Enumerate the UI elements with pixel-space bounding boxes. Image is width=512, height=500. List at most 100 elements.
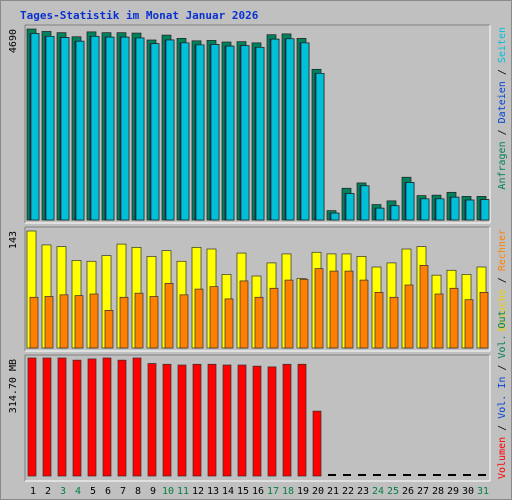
rechner-bar-16	[254, 296, 264, 349]
rechner-bar-11	[179, 294, 189, 349]
seiten-bar-12	[195, 44, 205, 221]
x-tick-label-11: 11	[177, 486, 189, 497]
volumen-bar-13	[207, 363, 217, 477]
volumen-bar-20	[312, 410, 322, 477]
rechner-bar-19	[299, 278, 309, 349]
volumen-bar-25	[388, 474, 396, 476]
volumen-bar-4	[72, 359, 82, 477]
rechner-bar-14	[224, 298, 234, 349]
volumen-bar-12	[192, 363, 202, 477]
seiten-bar-22	[345, 193, 355, 221]
rechner-bar-5	[89, 293, 99, 349]
seiten-bar-28	[435, 198, 445, 221]
rechner-bar-4	[74, 295, 84, 349]
x-tick-label-8: 8	[135, 486, 141, 497]
volumen-bar-21	[328, 474, 336, 476]
seiten-bar-19	[300, 42, 310, 221]
rechner-bar-2	[44, 296, 54, 349]
legend-separator: /	[497, 418, 508, 437]
seiten-bar-8	[135, 37, 145, 221]
volumen-bar-1	[27, 357, 37, 477]
volumen-bar-19	[297, 363, 307, 477]
volumen-bar-18	[282, 363, 292, 477]
rechner-bar-7	[119, 296, 129, 349]
seiten-bar-10	[165, 39, 175, 221]
volumen-bar-9	[147, 363, 157, 477]
seiten-bar-5	[90, 35, 100, 221]
legend-separator: /	[497, 123, 508, 142]
rechner-bar-10	[164, 283, 174, 349]
x-tick-label-21: 21	[327, 486, 339, 497]
x-tick-label-2: 2	[45, 486, 51, 497]
panel-1-ylabel: 4690	[8, 29, 19, 53]
seiten-bar-20	[315, 73, 325, 221]
seiten-bar-27	[420, 198, 430, 221]
x-tick-label-17: 17	[267, 486, 279, 497]
rechner-bar-20	[314, 268, 324, 349]
seiten-bar-17	[270, 38, 280, 221]
volumen-bar-15	[237, 364, 247, 477]
volumen-bar-26	[403, 474, 411, 476]
rechner-bar-23	[359, 279, 369, 349]
x-tick-label-28: 28	[432, 486, 444, 497]
rechner-bar-22	[344, 270, 354, 349]
right-legend: Anfragen / Dateien / Seiten Besuche / Rec…	[495, 27, 510, 481]
volumen-bar-23	[358, 474, 366, 476]
seiten-bar-31	[480, 199, 490, 221]
x-tick-label-30: 30	[462, 486, 474, 497]
seiten-bar-24	[375, 207, 385, 221]
seiten-bar-2	[45, 35, 55, 221]
x-tick-label-4: 4	[75, 486, 81, 497]
seiten-bar-26	[405, 182, 415, 221]
legend-item-rechner: Rechner	[497, 229, 508, 272]
x-tick-label-27: 27	[417, 486, 429, 497]
volumen-bar-3	[57, 357, 67, 477]
rechner-bar-13	[209, 286, 219, 349]
volumen-bar-11	[177, 364, 187, 477]
volumen-bar-16	[252, 365, 262, 477]
legend-item-volumen: Volumen	[497, 436, 508, 479]
seiten-bar-1	[30, 33, 40, 221]
rechner-bar-25	[389, 296, 399, 349]
volumen-bar-30	[463, 474, 471, 476]
chart-title: Tages-Statistik im Monat Januar 2026	[20, 9, 259, 22]
x-tick-label-26: 26	[402, 486, 414, 497]
legend-item-vol-out: Vol. Out	[497, 310, 508, 359]
seiten-bar-16	[255, 46, 265, 221]
x-tick-label-23: 23	[357, 486, 369, 497]
volumen-bar-2	[42, 357, 52, 477]
seiten-bar-11	[180, 42, 190, 221]
legend-separator: /	[497, 271, 508, 290]
volumen-bar-28	[433, 474, 441, 476]
seiten-bar-9	[150, 43, 160, 221]
legend-top: Anfragen / Dateien / Seiten	[496, 27, 510, 190]
seiten-bar-13	[210, 44, 220, 221]
volumen-bar-14	[222, 364, 232, 477]
x-tick-label-20: 20	[312, 486, 324, 497]
rechner-bar-21	[329, 270, 339, 349]
seiten-bar-23	[360, 185, 370, 221]
volumen-bar-5	[87, 358, 97, 477]
x-tick-label-24: 24	[372, 486, 384, 497]
x-tick-label-29: 29	[447, 486, 459, 497]
seiten-bar-15	[240, 45, 250, 221]
legend-separator: /	[497, 63, 508, 82]
volumen-bar-7	[117, 359, 127, 477]
x-tick-label-19: 19	[297, 486, 309, 497]
rechner-bar-17	[269, 287, 279, 349]
rechner-bar-26	[404, 284, 414, 349]
rechner-bar-15	[239, 280, 249, 349]
volumen-bar-24	[373, 474, 381, 476]
rechner-bar-8	[134, 292, 144, 349]
x-tick-label-13: 13	[207, 486, 219, 497]
rechner-bar-28	[434, 293, 444, 349]
rechner-bar-1	[29, 296, 39, 349]
rechner-bar-27	[419, 265, 429, 349]
x-tick-label-10: 10	[162, 486, 174, 497]
x-tick-label-6: 6	[105, 486, 111, 497]
x-tick-label-31: 31	[477, 486, 489, 497]
x-tick-label-9: 9	[150, 486, 156, 497]
seiten-bar-21	[330, 212, 340, 221]
legend-item-vol-in: Vol. In	[497, 376, 508, 419]
seiten-bar-30	[465, 199, 475, 221]
